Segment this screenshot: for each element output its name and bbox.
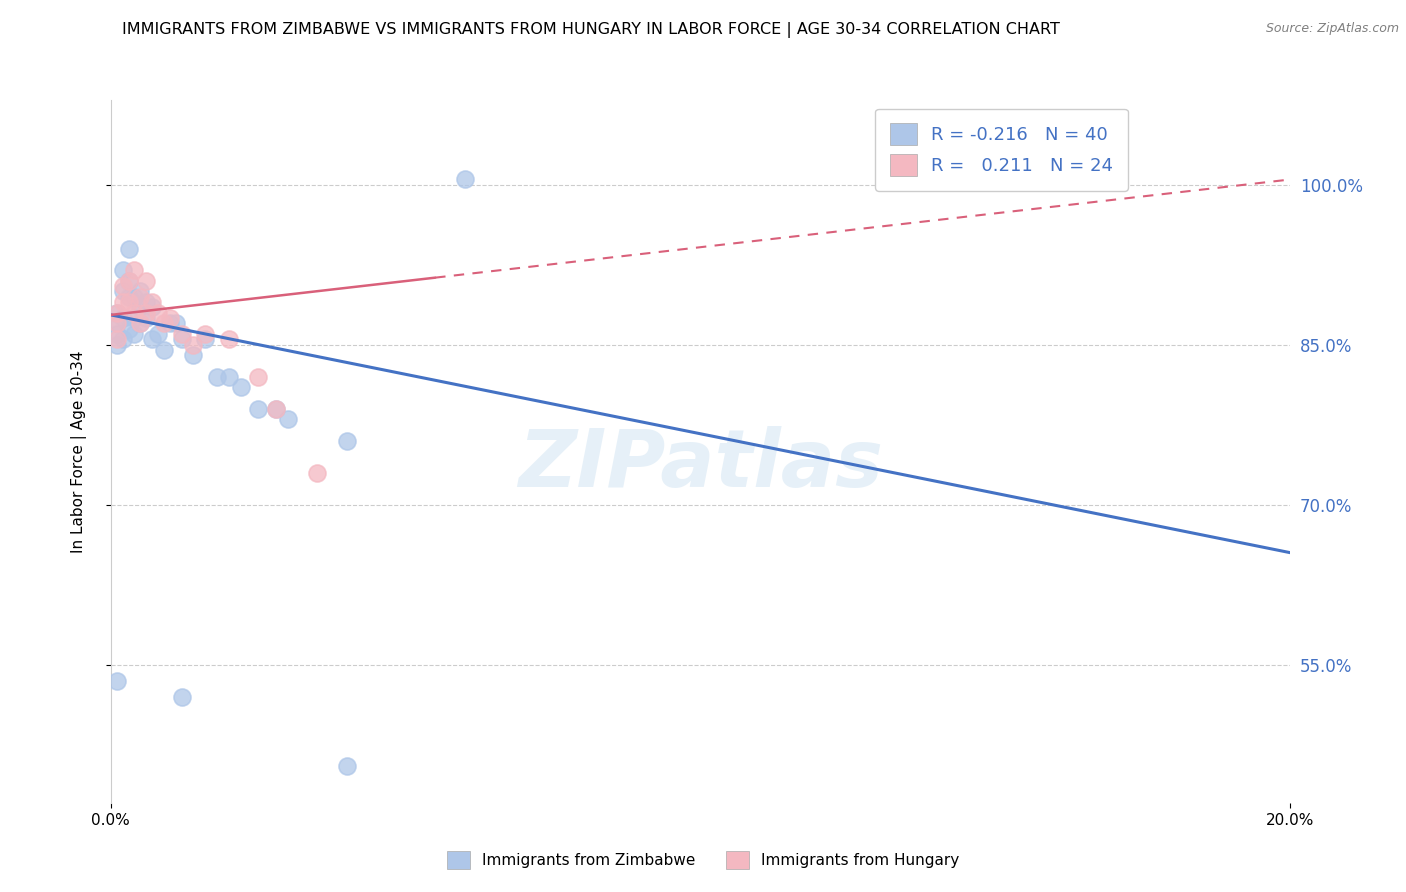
Point (141, 295, 163, 310)
Point (105, 327, 128, 342)
Point (135, 311, 157, 326)
Point (141, 301, 163, 315)
Point (117, 322, 139, 336)
Point (183, 337, 205, 351)
Point (247, 369, 270, 384)
Point (124, 306, 146, 320)
Point (194, 327, 217, 342)
Point (129, 317, 152, 331)
Point (146, 306, 169, 320)
Point (218, 333, 240, 347)
Point (277, 412, 299, 426)
Point (141, 333, 163, 347)
Point (183, 348, 205, 362)
Point (111, 285, 134, 299)
Point (105, 333, 128, 347)
Y-axis label: In Labor Force | Age 30-34: In Labor Force | Age 30-34 (72, 351, 87, 553)
Point (124, 327, 146, 342)
Point (129, 285, 152, 299)
Point (111, 295, 134, 310)
Point (117, 242, 139, 256)
Point (129, 301, 152, 315)
Point (153, 317, 176, 331)
Point (105, 337, 128, 351)
Text: Source: ZipAtlas.com: Source: ZipAtlas.com (1265, 22, 1399, 36)
Point (105, 673, 128, 688)
Point (111, 333, 134, 347)
Point (117, 274, 139, 288)
Point (117, 290, 139, 304)
Point (129, 290, 152, 304)
Point (111, 279, 134, 293)
Point (218, 369, 240, 384)
Point (124, 263, 146, 277)
Point (229, 380, 252, 394)
Point (307, 466, 329, 480)
Point (170, 333, 193, 347)
Point (453, 172, 475, 186)
Point (124, 311, 146, 326)
Point (153, 343, 176, 357)
Point (105, 317, 128, 331)
Point (135, 295, 157, 310)
Legend: Immigrants from Zimbabwe, Immigrants from Hungary: Immigrants from Zimbabwe, Immigrants fro… (440, 845, 966, 875)
Point (159, 317, 181, 331)
Text: IMMIGRANTS FROM ZIMBABWE VS IMMIGRANTS FROM HUNGARY IN LABOR FORCE | AGE 30-34 C: IMMIGRANTS FROM ZIMBABWE VS IMMIGRANTS F… (121, 22, 1060, 38)
Legend: R = -0.216   N = 40, R =   0.211   N = 24: R = -0.216 N = 40, R = 0.211 N = 24 (876, 109, 1128, 191)
Point (124, 290, 146, 304)
Point (165, 317, 187, 331)
Point (264, 401, 287, 416)
Point (105, 306, 128, 320)
Point (264, 401, 287, 416)
Point (170, 690, 193, 704)
Point (111, 311, 134, 326)
Point (146, 327, 169, 342)
Point (170, 327, 193, 342)
Point (111, 263, 134, 277)
Point (129, 317, 152, 331)
Point (117, 274, 139, 288)
Point (135, 306, 157, 320)
Point (117, 295, 139, 310)
Point (105, 306, 128, 320)
Point (205, 369, 228, 384)
Point (194, 333, 217, 347)
Point (105, 317, 128, 331)
Point (336, 759, 359, 773)
Point (135, 274, 157, 288)
Point (159, 311, 181, 326)
Text: ZIPatlas: ZIPatlas (517, 426, 883, 505)
Point (336, 434, 359, 448)
Point (247, 401, 270, 416)
